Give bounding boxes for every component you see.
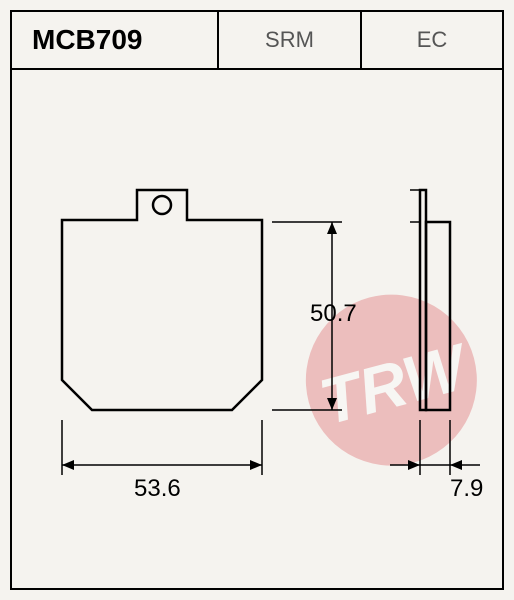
part-number: MCB709 — [12, 24, 217, 56]
variant-ec: EC — [362, 12, 502, 68]
header-frame: MCB709 SRM EC — [10, 10, 504, 70]
dim-thickness: 7.9 — [450, 475, 483, 503]
variant-srm: SRM — [219, 12, 362, 68]
dim-width: 53.6 — [134, 475, 181, 503]
drawing-frame: TRW 53.6 5 — [10, 70, 504, 590]
front-view — [12, 70, 506, 590]
dim-height: 50.7 — [310, 300, 357, 328]
